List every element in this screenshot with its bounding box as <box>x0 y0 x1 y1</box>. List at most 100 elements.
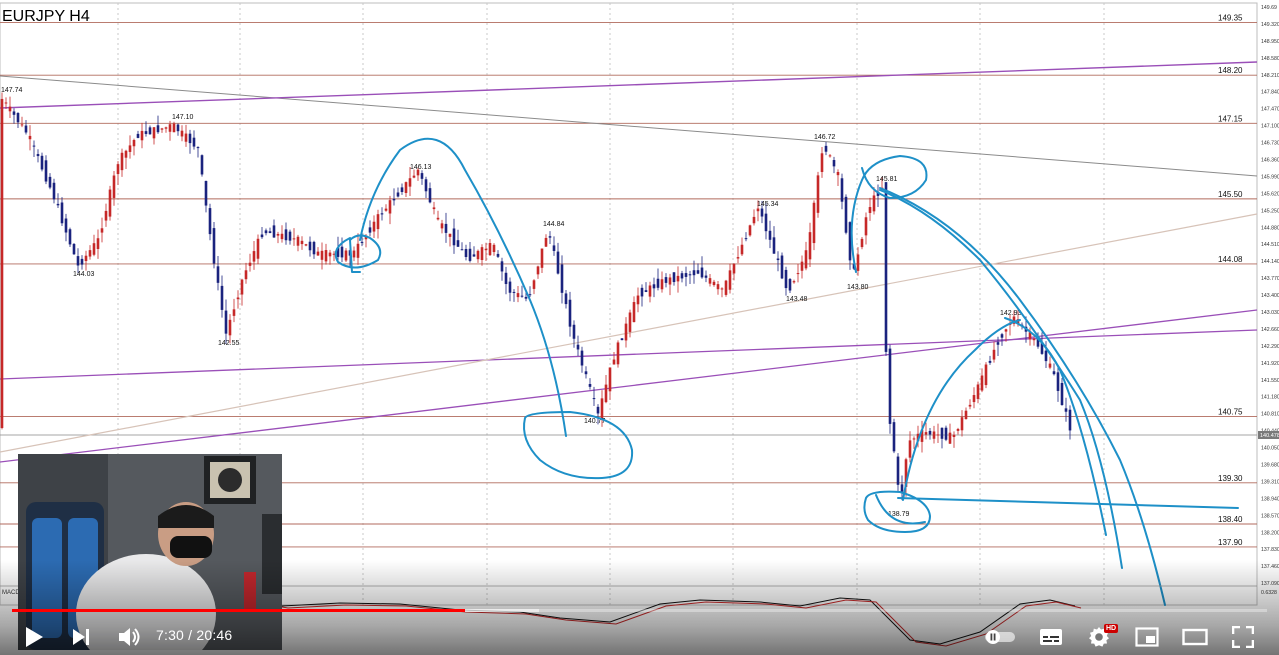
candle-body <box>184 133 188 142</box>
candle-body <box>472 254 476 257</box>
theater-icon <box>1182 628 1208 646</box>
candle-body <box>292 238 296 240</box>
fullscreen-button[interactable] <box>1228 622 1258 652</box>
price-axis-label: 138.570 <box>1261 513 1279 519</box>
candle-body <box>108 189 112 217</box>
candle-body <box>812 202 816 244</box>
candle-body <box>488 243 492 256</box>
candle-body <box>60 202 64 224</box>
hand-drawn-stroke <box>897 497 1239 509</box>
candle-body <box>656 278 660 288</box>
candle-body <box>952 434 956 438</box>
candle-body <box>420 173 424 179</box>
candle-body <box>68 229 72 245</box>
candle-body <box>848 222 852 261</box>
play-button[interactable] <box>18 622 50 652</box>
candle-body <box>1056 372 1060 391</box>
candle-body <box>32 145 36 147</box>
candle-body <box>844 196 848 233</box>
candle-body <box>872 195 876 212</box>
miniplayer-button[interactable] <box>1132 622 1162 652</box>
candle-body <box>612 359 616 365</box>
candle-body <box>624 323 628 341</box>
chart-symbol-title: EURJPY H4 <box>2 8 90 25</box>
candle-body <box>532 280 536 289</box>
time-display: 7:30 / 20:46 <box>156 627 232 643</box>
candle-body <box>484 248 488 251</box>
hand-drawn-stroke <box>359 137 567 437</box>
candle-body <box>768 230 772 240</box>
candle-body <box>788 279 792 291</box>
candle-body <box>588 384 592 387</box>
price-annotation: 143.48 <box>786 296 808 303</box>
candle-body <box>732 264 736 274</box>
candle-body <box>712 281 716 286</box>
candle-body <box>520 295 524 297</box>
price-axis-label: 143.770 <box>1261 276 1279 282</box>
candle-body <box>940 427 944 439</box>
volume-button[interactable] <box>114 622 144 652</box>
candle-body <box>500 261 504 272</box>
candle-body <box>996 342 1000 345</box>
candle-body <box>52 182 56 200</box>
theater-mode-button[interactable] <box>1180 622 1210 652</box>
candle-body <box>244 270 248 280</box>
candle-body <box>476 250 480 260</box>
webcam-overlay <box>18 454 282 650</box>
candle-body <box>224 310 228 334</box>
subtitles-icon <box>1040 629 1062 645</box>
candle-body <box>976 384 980 399</box>
candle-body <box>172 123 176 133</box>
candle-body <box>252 251 256 262</box>
subtitles-button[interactable] <box>1036 622 1066 652</box>
price-axis-label: 148.950 <box>1261 39 1279 45</box>
candle-body <box>864 217 868 236</box>
candle-body <box>448 233 452 237</box>
candle-body <box>360 241 364 243</box>
next-button[interactable] <box>66 622 96 652</box>
candle-body <box>772 237 776 254</box>
candle-body <box>1060 382 1064 406</box>
play-icon <box>26 627 43 647</box>
candle-body <box>280 233 284 240</box>
candle-body <box>276 233 280 236</box>
candle-body <box>332 253 336 255</box>
hand-drawn-stroke <box>850 155 928 273</box>
candle-body <box>920 429 924 442</box>
candle-body <box>4 102 8 104</box>
candle-body <box>936 434 940 436</box>
candle-body <box>196 147 200 149</box>
candle-body <box>752 216 756 224</box>
price-axis-label: 139.310 <box>1261 479 1279 485</box>
candle-body <box>440 223 444 229</box>
candle-body <box>724 280 728 295</box>
candle-body <box>1012 316 1016 324</box>
candle-body <box>180 130 184 137</box>
candle-body <box>36 154 40 157</box>
candle-body <box>516 293 520 298</box>
candle-body <box>344 250 348 261</box>
autoplay-toggle[interactable] <box>982 622 1018 652</box>
candle-body <box>324 250 328 262</box>
candle-body <box>992 349 996 360</box>
candle-body <box>192 137 196 147</box>
candle-body <box>512 291 516 293</box>
candle-body <box>508 281 512 293</box>
candle-body <box>908 440 912 458</box>
candle-body <box>452 228 456 246</box>
candle-body <box>288 231 292 241</box>
candle-body <box>912 438 916 440</box>
candle-body <box>572 324 576 339</box>
candle-body <box>48 176 52 188</box>
candle-body <box>636 295 640 305</box>
price-annotation: 138.79 <box>888 511 910 518</box>
candle-body <box>748 225 752 236</box>
progress-bar[interactable] <box>12 609 1267 612</box>
candle-body <box>272 225 276 238</box>
candle-body <box>160 128 164 130</box>
candle-body <box>960 417 964 431</box>
candle-body <box>392 198 396 201</box>
candle-body <box>28 135 32 140</box>
candle-body <box>304 244 308 246</box>
